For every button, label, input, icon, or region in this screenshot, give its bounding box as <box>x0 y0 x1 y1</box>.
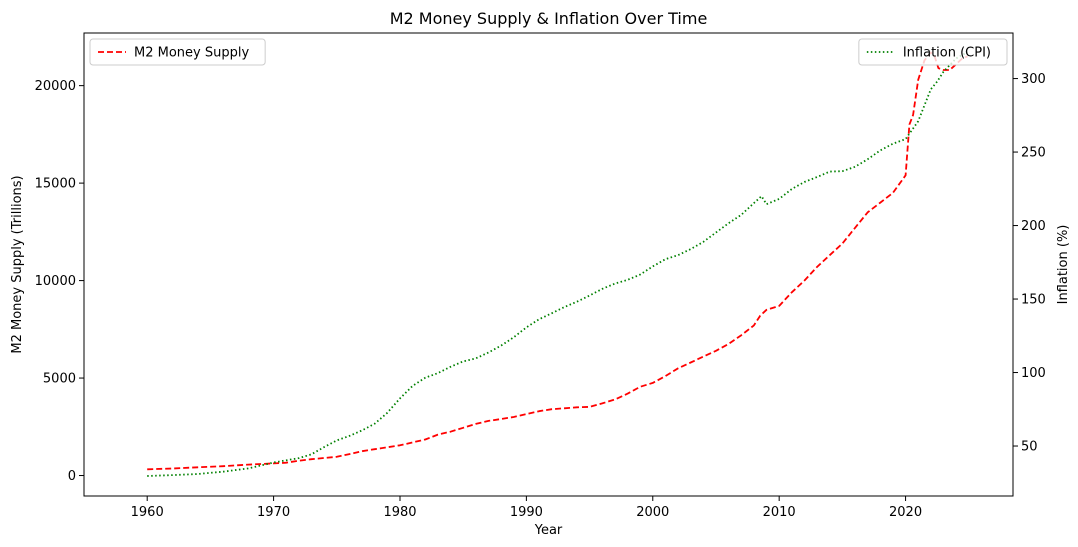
series-line-m2 <box>147 51 968 471</box>
y-axis-left-label: M2 Money Supply (Trillions) <box>10 175 25 353</box>
x-tick-label: 1970 <box>257 505 290 520</box>
x-tick-label: 1980 <box>383 505 416 520</box>
legend-cpi-box <box>858 38 1008 66</box>
series-line-cpi <box>147 51 968 477</box>
y-right-tick-label: 150 <box>1021 293 1046 308</box>
y-left-tick-label: 15000 <box>35 177 76 192</box>
y-right-tick-label: 200 <box>1021 219 1046 234</box>
legend-m2: M2 Money Supply <box>89 38 266 66</box>
y-right-tick-label: 300 <box>1021 72 1046 87</box>
y-right-tick-label: 50 <box>1021 440 1038 455</box>
x-tick-label: 1990 <box>510 505 543 520</box>
y-right-tick-label: 100 <box>1021 366 1046 381</box>
y-axis-right-label: Inflation (%) <box>1056 225 1071 305</box>
legend-cpi: Inflation (CPI) <box>858 38 1008 66</box>
y-left-tick-label: 10000 <box>35 274 76 289</box>
x-tick-label: 2010 <box>763 505 796 520</box>
plot-frame <box>83 32 1014 497</box>
x-axis-label: Year <box>534 523 563 538</box>
x-tick-label: 1960 <box>131 505 164 520</box>
series-lines <box>147 51 968 477</box>
y-left-tick-label: 20000 <box>35 79 76 94</box>
plot-area <box>147 51 968 477</box>
chart-title: M2 Money Supply & Inflation Over Time <box>390 9 708 28</box>
y-right-tick-label: 250 <box>1021 146 1046 161</box>
y-left-tick-label: 5000 <box>43 372 76 387</box>
y-left-tick-label: 0 <box>68 469 76 484</box>
x-tick-label: 2020 <box>889 505 922 520</box>
legend-m2-box <box>89 38 266 66</box>
legend-m2-label: M2 Money Supply <box>134 46 249 61</box>
legend-cpi-label: Inflation (CPI) <box>903 46 991 61</box>
axes: 1960 1970 1980 1990 2000 2010 2020 0 5000 10000 15… <box>35 32 1046 520</box>
x-tick-label: 2000 <box>636 505 669 520</box>
